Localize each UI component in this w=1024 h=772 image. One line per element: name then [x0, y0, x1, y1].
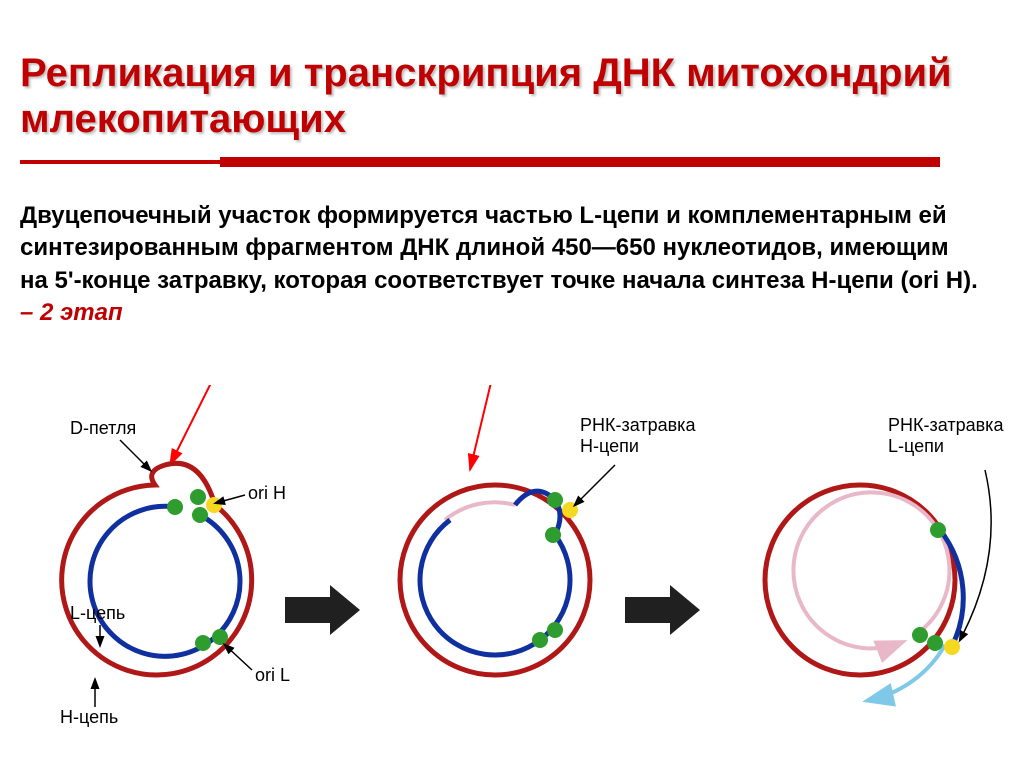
label-d-loop: D-петля [70, 418, 136, 439]
slide-title: Репликация и транскрипция ДНК митохондри… [20, 50, 1024, 142]
transition-arrow-1 [285, 585, 360, 635]
label-rna-primer-h: РНК-затравка Н-цепи [580, 415, 695, 457]
stage-label: – 2 этап [20, 299, 123, 326]
red-pointer-2 [470, 385, 500, 470]
body-text-main: Двуцепочечный участок формируется частью… [20, 202, 978, 294]
label-ori-h: ori H [248, 483, 286, 504]
label-l-chain: L-цепь [70, 603, 125, 624]
label-ori-l: ori L [255, 665, 290, 686]
label-rna-primer-l: РНК-затравка L-цепи [888, 415, 1003, 457]
title-underline [20, 157, 940, 167]
red-pointer-1 [170, 385, 230, 465]
body-text: Двуцепочечный участок формируется частью… [20, 200, 980, 330]
diagram-svg [0, 385, 1024, 767]
circle-stage-2 [400, 465, 615, 675]
circle-stage-3 [765, 470, 991, 700]
circle-stage-1 [62, 440, 252, 707]
label-h-chain: Н-цепь [60, 707, 118, 728]
diagram-area: D-петля ori H L-цепь ori L Н-цепь РНК-за… [0, 385, 1024, 767]
transition-arrow-2 [625, 585, 700, 635]
